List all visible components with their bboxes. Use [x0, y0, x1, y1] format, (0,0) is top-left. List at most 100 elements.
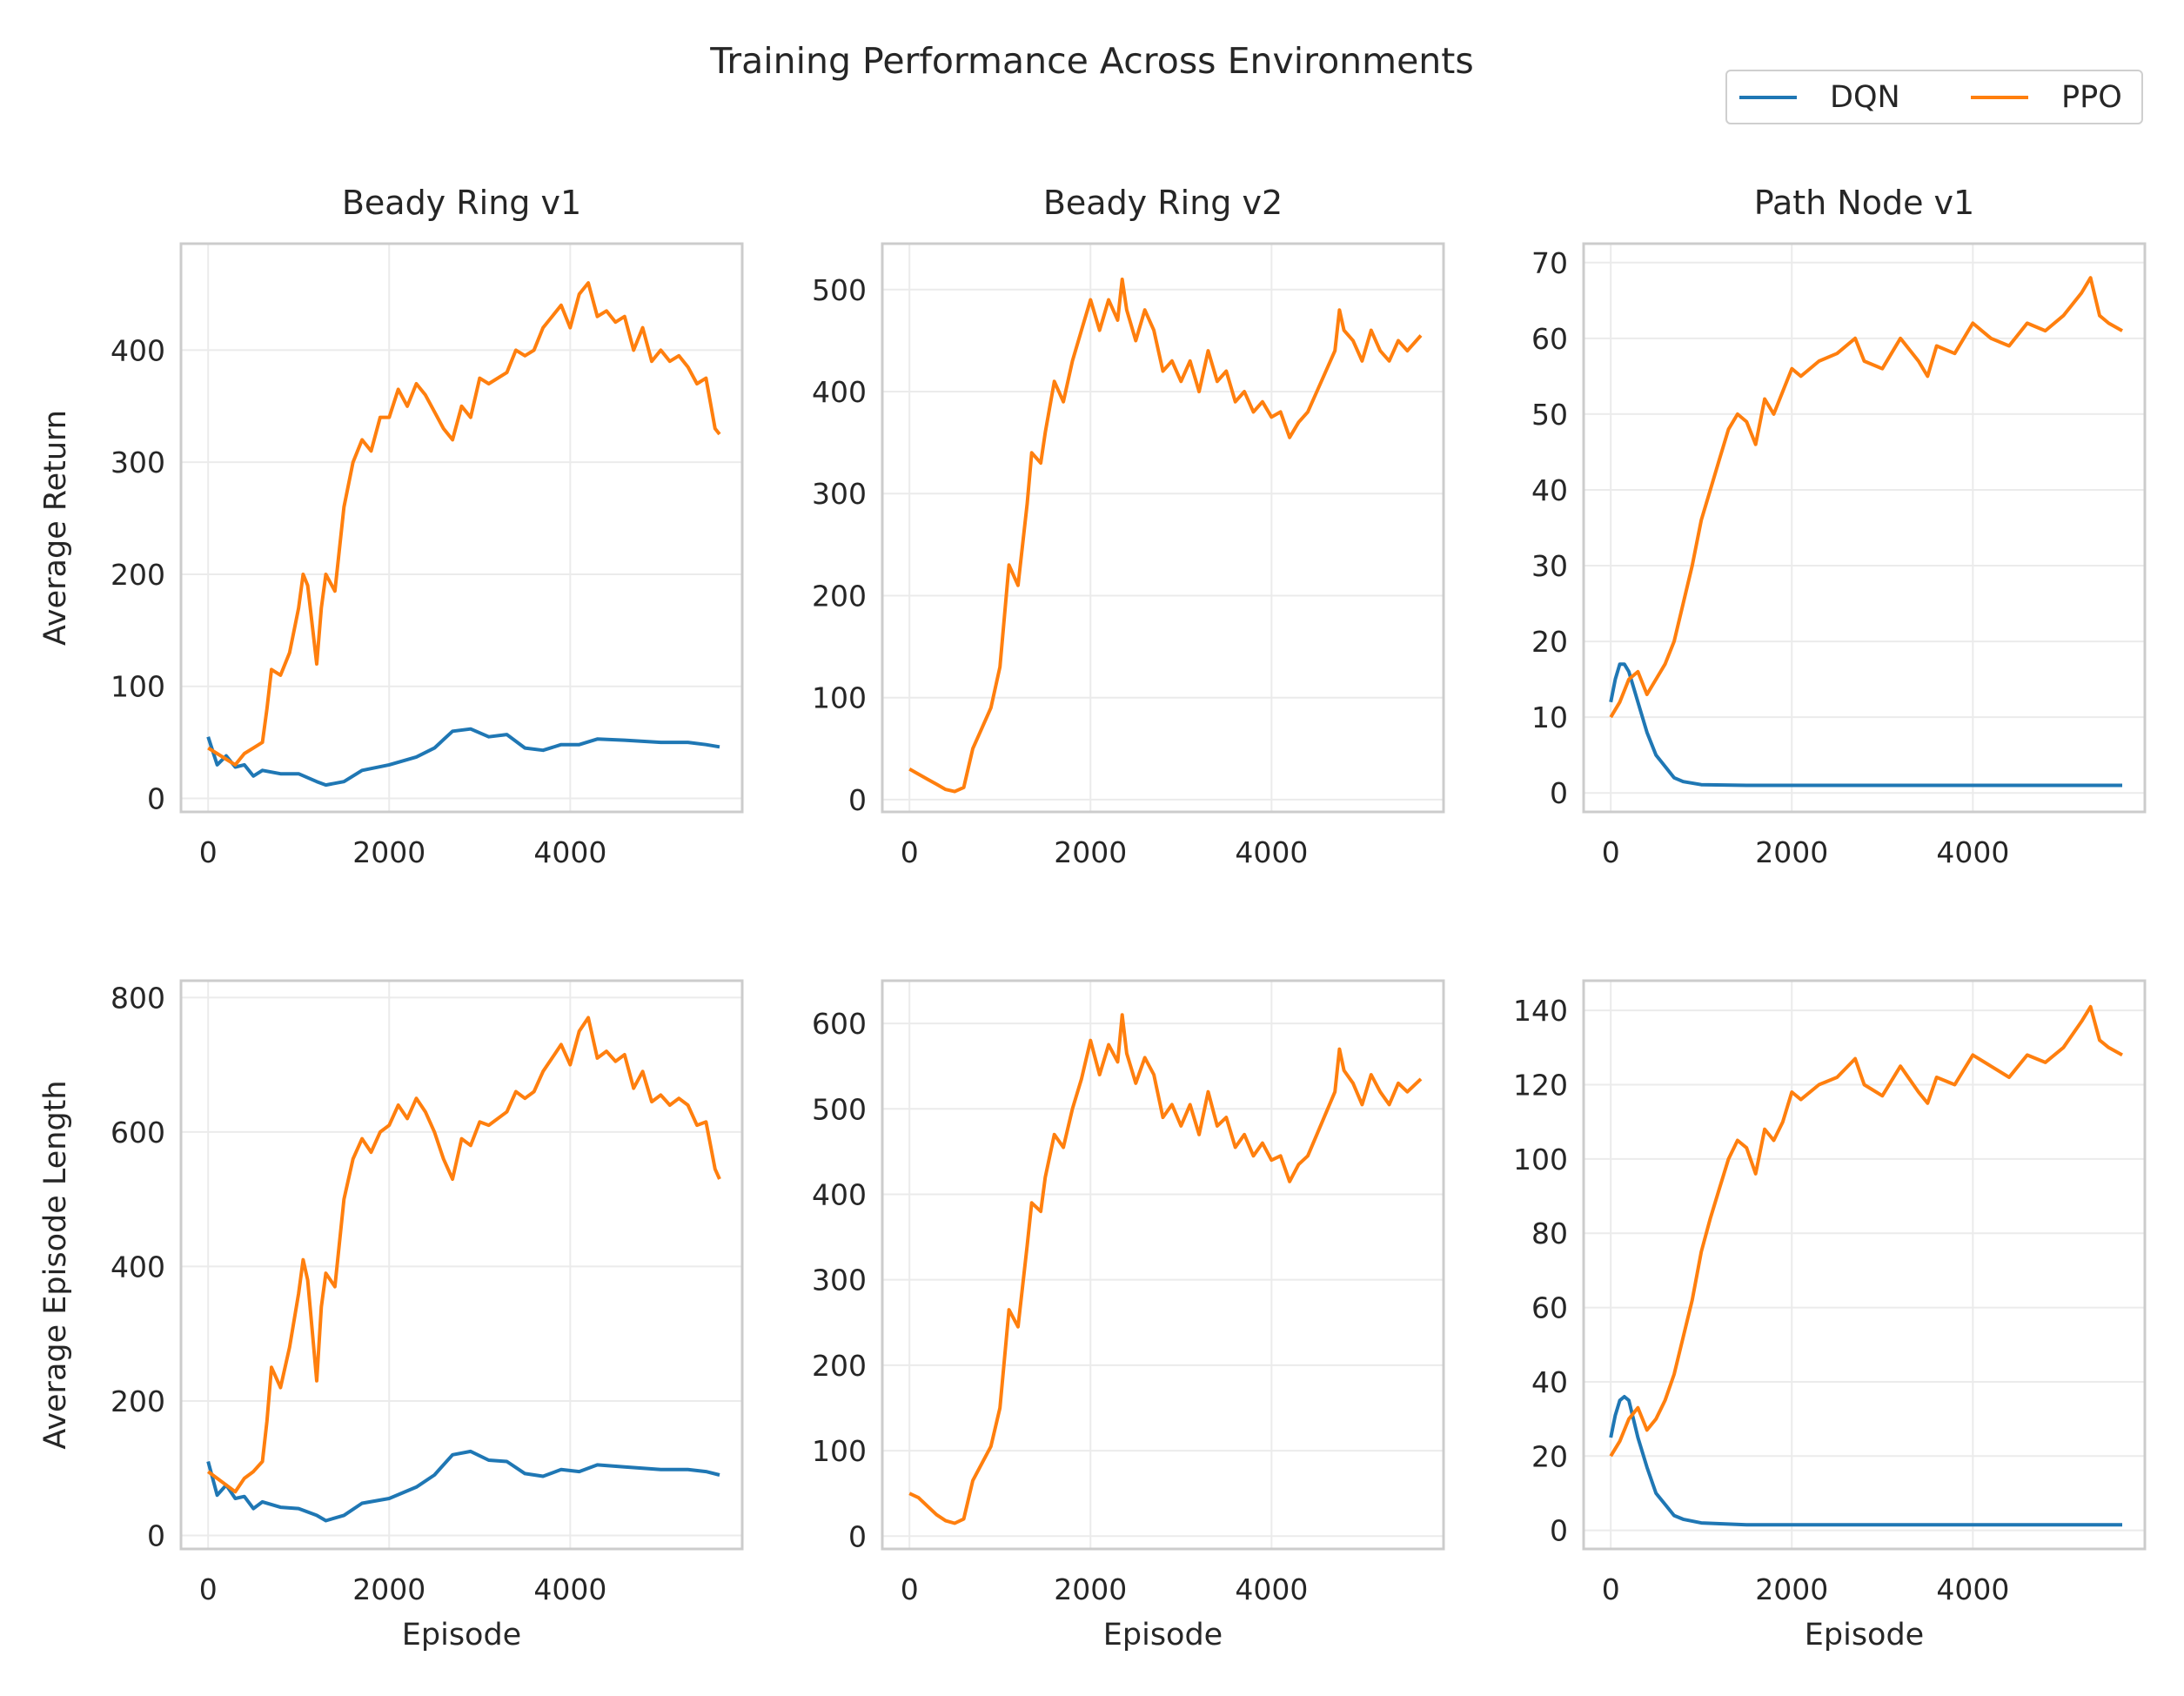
y-tick-label: 300 [812, 477, 867, 511]
plot-frame [881, 242, 1445, 814]
x-tick-label: 0 [199, 1572, 218, 1606]
y-axis-label: Average Episode Length [38, 1080, 73, 1449]
legend-label-dqn: DQN [1830, 79, 1900, 115]
x-axis-label: Episode [402, 1618, 521, 1652]
y-tick-label: 400 [111, 333, 165, 367]
y-tick-label: 800 [111, 981, 165, 1015]
subplot-2: 0 2000 4000 0 100 200 300 400 500 Beady Ring v2 [812, 184, 1445, 869]
plot-area [181, 244, 742, 812]
series-line-ppo [908, 278, 1423, 794]
x-tick-label: 4000 [1936, 835, 2009, 869]
series-line-dqn [1609, 662, 2122, 788]
y-tick-label: 0 [1550, 1514, 1568, 1548]
y-tick-label: 100 [812, 681, 867, 715]
series-line-ppo [908, 1013, 1423, 1525]
y-tick-label: 100 [111, 670, 165, 704]
y-tick-label: 70 [1531, 246, 1568, 280]
y-tick-label: 0 [1550, 776, 1568, 810]
series-line-dqn [206, 1449, 720, 1523]
y-tick-label: 0 [147, 1519, 165, 1553]
x-tick-label: 4000 [1235, 835, 1308, 869]
x-tick-label: 0 [1602, 835, 1620, 869]
series-line-dqn [206, 727, 720, 788]
series-line-dqn [1609, 1395, 2122, 1527]
y-tick-label: 500 [812, 273, 867, 307]
x-tick-label: 2000 [352, 1572, 425, 1606]
plot-area [181, 981, 742, 1549]
series-line-ppo [1609, 276, 2123, 719]
plot-frame [179, 242, 744, 814]
y-tick-label: 20 [1531, 625, 1568, 659]
x-tick-label: 2000 [352, 835, 425, 869]
x-tick-label: 2000 [1054, 1572, 1127, 1606]
plot-frame [1582, 242, 2147, 814]
x-tick-label: 0 [199, 835, 218, 869]
y-tick-label: 40 [1531, 1365, 1568, 1399]
plot-area [882, 244, 1444, 812]
legend: DQN PPO [1725, 70, 2143, 124]
y-tick-label: 200 [812, 579, 867, 613]
y-tick-label: 20 [1531, 1439, 1568, 1473]
y-tick-label: 140 [1513, 994, 1568, 1028]
subplot-3: 0 2000 4000 0 10 20 30 40 50 60 70 Path Node v1 [1531, 184, 2147, 869]
y-tick-label: 300 [111, 446, 165, 479]
subplot-1: 0 2000 4000 0 100 200 300 400 Beady Ring v1 Avera… [38, 184, 744, 869]
plot-area [1584, 981, 2145, 1549]
y-tick-label: 600 [812, 1007, 867, 1041]
plot-area [1584, 244, 2145, 812]
x-tick-label: 4000 [1936, 1572, 2009, 1606]
subplot-title: Beady Ring v1 [342, 184, 581, 222]
y-tick-label: 50 [1531, 398, 1568, 432]
y-tick-label: 100 [1513, 1143, 1568, 1176]
y-tick-label: 600 [111, 1116, 165, 1150]
legend-item-dqn: DQN [1739, 71, 1900, 123]
y-tick-label: 0 [147, 782, 165, 816]
plot-frame [1582, 979, 2147, 1551]
x-tick-label: 0 [901, 1572, 919, 1606]
plot-frame [179, 979, 744, 1551]
y-tick-label: 40 [1531, 473, 1568, 507]
y-tick-label: 200 [111, 558, 165, 592]
subplot-4: 0 2000 4000 0 200 400 600 800 Episode Average Epi… [38, 979, 744, 1652]
y-tick-label: 0 [848, 1519, 867, 1553]
x-tick-label: 0 [901, 835, 919, 869]
y-tick-label: 200 [111, 1384, 165, 1418]
legend-label-ppo: PPO [2061, 79, 2122, 115]
plot-area [882, 981, 1444, 1549]
y-tick-label: 400 [812, 1177, 867, 1211]
x-tick-label: 2000 [1755, 835, 1828, 869]
y-tick-label: 300 [812, 1264, 867, 1297]
x-axis-label: Episode [1103, 1618, 1223, 1652]
x-tick-label: 0 [1602, 1572, 1620, 1606]
y-tick-label: 100 [812, 1434, 867, 1468]
series-line-ppo [206, 1016, 721, 1494]
subplot-6: 0 2000 4000 0 20 40 60 80 100 120 140 Episode [1513, 979, 2147, 1652]
y-tick-label: 60 [1531, 322, 1568, 356]
legend-swatch-ppo [1971, 95, 2028, 99]
x-tick-label: 2000 [1054, 835, 1127, 869]
y-tick-label: 60 [1531, 1291, 1568, 1325]
subplot-title: Path Node v1 [1754, 184, 1974, 222]
legend-swatch-dqn [1739, 95, 1797, 99]
y-tick-label: 30 [1531, 549, 1568, 583]
x-tick-label: 4000 [533, 835, 606, 869]
series-line-ppo [1609, 1004, 2123, 1458]
y-tick-label: 10 [1531, 701, 1568, 734]
y-tick-label: 400 [111, 1250, 165, 1284]
y-tick-label: 120 [1513, 1069, 1568, 1103]
plot-frame [881, 979, 1445, 1551]
figure-title: Training Performance Across Environments [710, 40, 1474, 82]
y-tick-label: 500 [812, 1092, 867, 1126]
subplot-5: 0 2000 4000 0 100 200 300 400 500 600 Episode [812, 979, 1445, 1652]
x-tick-label: 2000 [1755, 1572, 1828, 1606]
y-tick-label: 80 [1531, 1217, 1568, 1250]
subplot-title: Beady Ring v2 [1043, 184, 1283, 222]
y-tick-label: 0 [848, 783, 867, 817]
y-tick-label: 400 [812, 375, 867, 409]
x-tick-label: 4000 [1235, 1572, 1308, 1606]
legend-item-ppo: PPO [1971, 71, 2122, 123]
x-tick-label: 4000 [533, 1572, 606, 1606]
series-line-ppo [207, 281, 721, 767]
y-tick-label: 200 [812, 1349, 867, 1383]
